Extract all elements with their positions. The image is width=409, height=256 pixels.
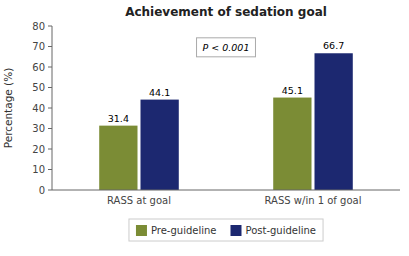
y-tick-label: 0: [39, 185, 45, 196]
chart: Achievement of sedation goal 0 10 20 30 40 50 6…: [0, 0, 409, 256]
data-label: 31.4: [108, 113, 129, 124]
y-tick: [48, 67, 52, 68]
y-tick: [48, 26, 52, 27]
y-tick: [48, 149, 52, 150]
data-label: 66.7: [323, 40, 344, 51]
y-tick-label: 70: [32, 41, 45, 52]
y-tick-label: 10: [32, 164, 45, 175]
legend-frame: [129, 219, 323, 241]
y-tick: [48, 190, 52, 191]
bars: [99, 53, 353, 190]
data-label: 45.1: [282, 85, 303, 96]
y-tick-label: 40: [32, 103, 45, 114]
y-tick-label: 30: [32, 123, 45, 134]
annotation: P < 0.001: [203, 42, 250, 53]
bar: [315, 53, 353, 190]
y-tick: [48, 108, 52, 109]
x-tick-label: RASS at goal: [107, 195, 171, 206]
y-tick: [48, 128, 52, 129]
y-axis: [52, 26, 53, 190]
data-label: 44.1: [149, 87, 170, 98]
x-axis: [52, 190, 400, 191]
bar: [273, 98, 311, 190]
y-tick-label: 50: [32, 82, 45, 93]
bar: [99, 126, 137, 190]
y-axis-label: Percentage (%): [2, 68, 14, 149]
y-tick: [48, 87, 52, 88]
title: Achievement of sedation goal: [125, 5, 327, 19]
annotation-group: P < 0.001: [197, 38, 256, 57]
x-tick-label: RASS w/in 1 of goal: [265, 195, 362, 206]
y-tick-label: 20: [32, 144, 45, 155]
legend-swatch: [230, 225, 241, 236]
legend: Pre-guideline Post-guideline: [129, 219, 323, 241]
y-tick-label: 80: [32, 21, 45, 32]
legend-swatch: [136, 225, 147, 236]
legend-entry: Post-guideline: [245, 225, 316, 236]
bar: [141, 100, 179, 190]
annotation-box: [197, 38, 256, 57]
y-tick: [48, 169, 52, 170]
y-tick: [48, 46, 52, 47]
legend-entry: Pre-guideline: [151, 225, 217, 236]
y-tick-label: 60: [32, 62, 45, 73]
data-labels: 31.4 44.1 45.1 66.7: [108, 40, 344, 123]
